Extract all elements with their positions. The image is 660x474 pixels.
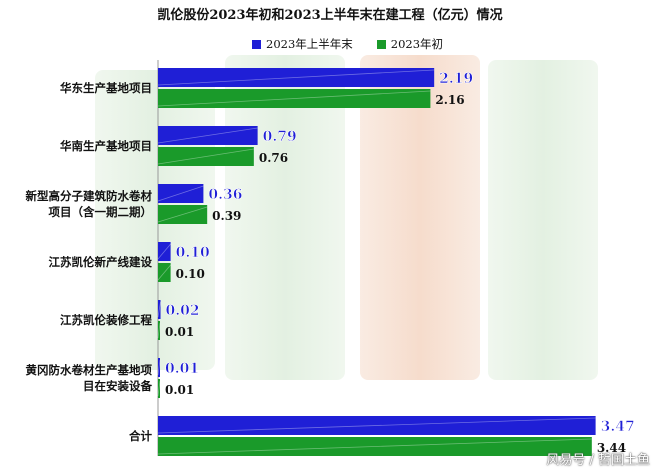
data-label-mid-2023: 0.36 — [208, 187, 242, 203]
bar-mid-2023 — [158, 184, 204, 203]
legend-label-mid-2023: 2023年上半年末 — [266, 37, 353, 51]
data-label-start-2023: 0.76 — [259, 151, 288, 165]
data-label-start-2023: 0.01 — [165, 383, 194, 397]
data-label-mid-2023: 0.02 — [166, 303, 200, 319]
legend: 2023年上半年末 2023年初 — [252, 36, 443, 52]
legend-swatch-mid-2023 — [252, 39, 261, 49]
category-label: 项目（含一期二期） — [49, 205, 153, 219]
bar-mid-2023 — [158, 300, 161, 319]
bar-highlight — [157, 206, 208, 223]
data-label-start-2023: 0.01 — [165, 325, 194, 339]
data-label-mid-2023: 2.19 — [439, 71, 473, 87]
chart-title: 凯伦股份2023年初和2023上半年末在建工程（亿元）情况 — [157, 8, 503, 23]
bar-start-2023 — [158, 437, 592, 456]
data-label-start-2023: 0.39 — [212, 209, 241, 223]
bar-highlight — [157, 322, 161, 339]
data-label-mid-2023: 3.47 — [601, 419, 635, 435]
bar-highlight — [157, 359, 161, 376]
bar-highlight — [157, 185, 204, 202]
bar-highlight — [157, 148, 254, 165]
bar-highlight — [157, 127, 258, 144]
bar-mid-2023 — [158, 242, 171, 261]
data-label-start-2023: 3.44 — [597, 441, 626, 455]
bar-highlight — [157, 90, 431, 107]
category-label: 目在安装设备 — [83, 379, 152, 393]
data-label-mid-2023: 0.01 — [165, 361, 199, 377]
category-label: 江苏凯伦装修工程 — [60, 313, 152, 327]
bar-start-2023 — [158, 263, 171, 282]
bar-start-2023 — [158, 89, 431, 108]
bar-mid-2023 — [158, 68, 435, 87]
bar-mid-2023 — [158, 416, 596, 435]
data-label-mid-2023: 0.79 — [263, 129, 297, 145]
category-label: 华南生产基地项目 — [60, 139, 152, 153]
bar-start-2023 — [158, 379, 160, 398]
bar-start-2023 — [158, 147, 254, 166]
legend-swatch-start-2023 — [376, 39, 386, 49]
legend-label-start-2023: 2023年初 — [390, 37, 444, 51]
bar-start-2023 — [158, 321, 160, 340]
bar-highlight — [157, 438, 592, 455]
category-label: 合计 — [129, 429, 152, 443]
data-label-start-2023: 2.16 — [435, 93, 464, 107]
bar-highlight — [157, 301, 161, 318]
watermark: 风易号 / 哲国土鱼 — [546, 453, 650, 468]
category-label: 新型高分子建筑防水卷材 — [26, 189, 153, 203]
bar-highlight — [157, 380, 161, 397]
data-label-start-2023: 0.10 — [176, 267, 205, 281]
category-label: 华东生产基地项目 — [60, 81, 152, 95]
bar-mid-2023 — [158, 126, 258, 145]
bar-start-2023 — [158, 205, 208, 224]
bar-highlight — [157, 264, 171, 281]
legend-item-start-2023: 2023年初 — [376, 36, 444, 52]
category-label: 黄冈防水卷材生产基地项 — [26, 363, 153, 377]
legend-item-mid-2023: 2023年上半年末 — [252, 36, 353, 52]
bar-highlight — [157, 243, 171, 260]
bar-highlight — [157, 69, 435, 86]
data-label-mid-2023: 0.10 — [176, 245, 210, 261]
bar-highlight — [157, 417, 596, 434]
bar-mid-2023 — [158, 358, 160, 377]
category-label: 江苏凯伦新产线建设 — [49, 255, 153, 269]
